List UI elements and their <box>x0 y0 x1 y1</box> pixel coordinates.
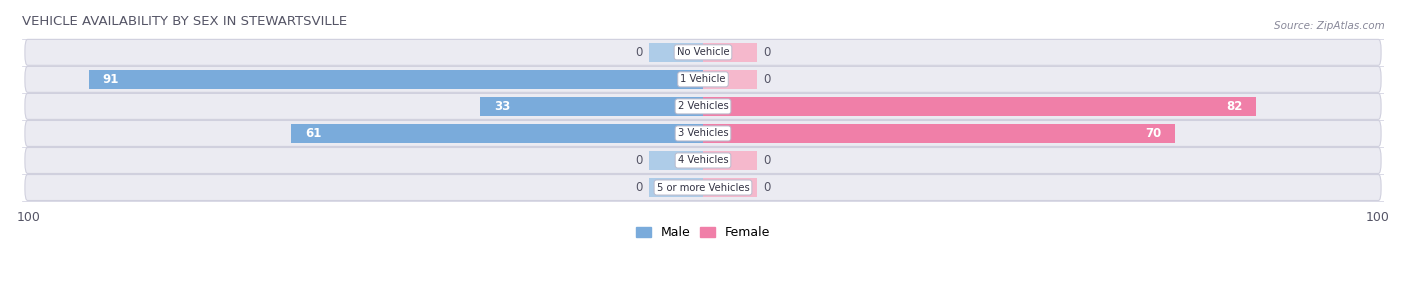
Text: 2 Vehicles: 2 Vehicles <box>678 101 728 111</box>
Text: 0: 0 <box>636 181 643 194</box>
Text: 0: 0 <box>763 73 770 86</box>
Text: 0: 0 <box>763 181 770 194</box>
Text: VEHICLE AVAILABILITY BY SEX IN STEWARTSVILLE: VEHICLE AVAILABILITY BY SEX IN STEWARTSV… <box>21 15 347 28</box>
Text: 0: 0 <box>636 46 643 59</box>
Text: 1 Vehicle: 1 Vehicle <box>681 74 725 84</box>
Text: No Vehicle: No Vehicle <box>676 47 730 57</box>
FancyBboxPatch shape <box>25 66 1381 92</box>
Text: 61: 61 <box>305 127 322 140</box>
Text: 0: 0 <box>763 46 770 59</box>
Bar <box>703 124 1175 143</box>
FancyBboxPatch shape <box>25 147 1381 174</box>
Bar <box>291 124 703 143</box>
FancyBboxPatch shape <box>25 174 1381 200</box>
Bar <box>703 43 756 62</box>
Text: Source: ZipAtlas.com: Source: ZipAtlas.com <box>1274 21 1385 32</box>
Bar <box>481 97 703 116</box>
Text: 82: 82 <box>1226 100 1243 113</box>
FancyBboxPatch shape <box>25 93 1381 119</box>
Bar <box>703 151 756 170</box>
Text: 70: 70 <box>1146 127 1161 140</box>
FancyBboxPatch shape <box>25 39 1381 65</box>
Text: 0: 0 <box>636 154 643 167</box>
Text: 91: 91 <box>103 73 120 86</box>
Bar <box>703 70 756 89</box>
Text: 3 Vehicles: 3 Vehicles <box>678 129 728 138</box>
Bar <box>650 43 703 62</box>
Bar <box>703 97 1257 116</box>
Legend: Male, Female: Male, Female <box>631 222 775 244</box>
Text: 33: 33 <box>494 100 510 113</box>
Bar <box>703 178 756 197</box>
Bar <box>89 70 703 89</box>
Text: 0: 0 <box>763 154 770 167</box>
Bar <box>650 151 703 170</box>
FancyBboxPatch shape <box>25 121 1381 146</box>
Text: 4 Vehicles: 4 Vehicles <box>678 155 728 166</box>
Bar <box>650 178 703 197</box>
Text: 5 or more Vehicles: 5 or more Vehicles <box>657 182 749 192</box>
